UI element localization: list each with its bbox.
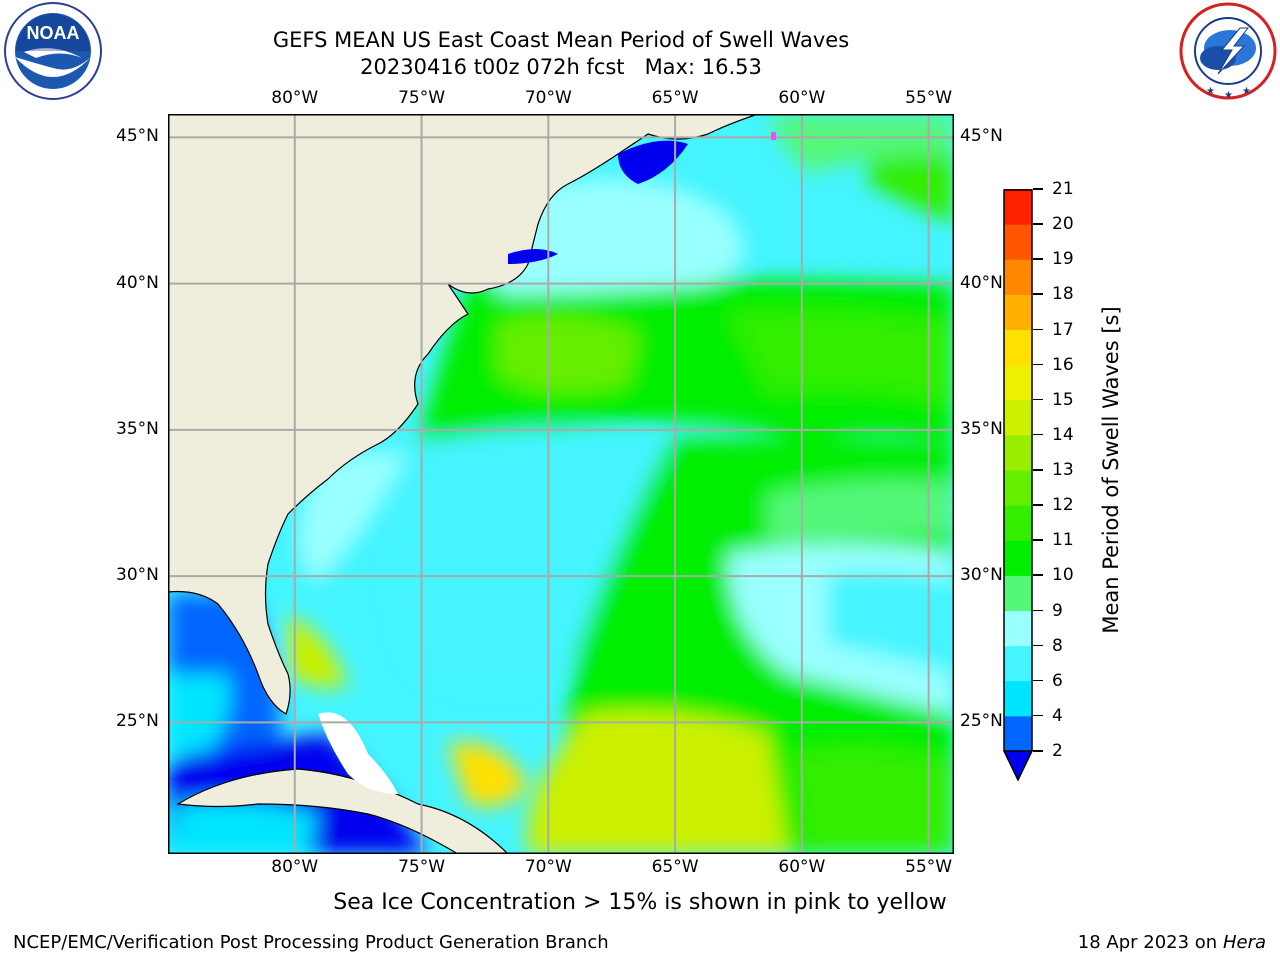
lon-label-bottom: 70°W bbox=[524, 857, 572, 877]
noaa-logo: NOAA bbox=[2, 2, 104, 100]
svg-text:★: ★ bbox=[1224, 90, 1233, 100]
colorbar-tick-label: 19 bbox=[1052, 249, 1074, 270]
colorbar-segment bbox=[1004, 224, 1032, 260]
colorbar-tick-mark bbox=[1033, 293, 1043, 295]
lon-label-bottom: 80°W bbox=[271, 857, 319, 877]
colorbar-tick-label: 21 bbox=[1052, 179, 1074, 199]
lat-label-right: 35°N bbox=[960, 418, 1003, 439]
map-subtitle: 20230416 t00z 072h fcst Max: 16.53 bbox=[360, 55, 762, 79]
colorbar-tick-mark bbox=[1033, 609, 1043, 611]
sea-ice-marker bbox=[771, 132, 776, 140]
lon-label-bottom: 75°W bbox=[398, 857, 446, 877]
colorbar-tick-label: 18 bbox=[1052, 284, 1074, 305]
colorbar-tick-mark bbox=[1033, 188, 1043, 190]
colorbar-tick-mark bbox=[1033, 504, 1043, 506]
colorbar-tick-mark bbox=[1033, 574, 1043, 576]
lat-label-right: 40°N bbox=[960, 272, 1003, 293]
colorbar-label: Mean Period of Swell Waves [s] bbox=[1099, 306, 1123, 634]
sea-ice-note: Sea Ice Concentration > 15% is shown in … bbox=[333, 890, 947, 915]
colorbar-segment bbox=[1004, 575, 1032, 611]
colorbar-tick-mark bbox=[1033, 398, 1043, 401]
map-panel bbox=[167, 113, 955, 855]
colorbar-segment bbox=[1004, 399, 1032, 436]
colorbar-tick-mark bbox=[1033, 223, 1043, 225]
colorbar-segment bbox=[1004, 680, 1032, 717]
map-frame bbox=[167, 113, 955, 855]
lat-label-left: 35°N bbox=[116, 418, 159, 439]
colorbar-tick-label: 2 bbox=[1052, 741, 1063, 761]
colorbar-segment bbox=[1004, 329, 1032, 366]
nws-logo: ★ ★ ★ bbox=[1178, 2, 1278, 101]
colorbar-segment bbox=[1004, 259, 1032, 295]
colorbar-tick-mark bbox=[1033, 750, 1043, 752]
swell-period-map bbox=[167, 113, 955, 855]
colorbar-tick-mark bbox=[1033, 714, 1043, 717]
colorbar-tick-label: 15 bbox=[1052, 389, 1074, 410]
map-title: GEFS MEAN US East Coast Mean Period of S… bbox=[272, 28, 850, 52]
colorbar-segment bbox=[1004, 470, 1032, 506]
lat-label-right: 25°N bbox=[960, 711, 1003, 732]
colorbar-tick-label: 6 bbox=[1052, 670, 1063, 691]
colorbar-segment bbox=[1004, 610, 1032, 647]
lat-lon-grid bbox=[168, 114, 954, 854]
colorbar-segment bbox=[1004, 715, 1032, 752]
colorbar-segment bbox=[1004, 540, 1032, 576]
lon-label-top: 65°W bbox=[651, 88, 699, 108]
colorbar-segment bbox=[1004, 294, 1032, 330]
lon-label-bottom: 65°W bbox=[651, 857, 699, 877]
lon-label-top: 55°W bbox=[905, 88, 953, 108]
cuba-island bbox=[176, 768, 509, 854]
colorbar-tick-mark bbox=[1033, 469, 1043, 471]
lon-label-top: 60°W bbox=[778, 88, 826, 108]
colorbar-tick-label: 8 bbox=[1052, 635, 1063, 656]
svg-text:★: ★ bbox=[1206, 86, 1215, 97]
lon-label-top: 75°W bbox=[398, 88, 446, 108]
lat-label-left: 40°N bbox=[116, 272, 159, 293]
colorbar-tick-label: 13 bbox=[1052, 460, 1074, 480]
colorbar bbox=[1002, 189, 1034, 782]
colorbar-tick-mark bbox=[1033, 644, 1043, 647]
colorbar-segment bbox=[1004, 645, 1032, 682]
colorbar-tick-label: 17 bbox=[1052, 319, 1074, 340]
lon-label-top: 80°W bbox=[271, 88, 319, 108]
colorbar-tick-label: 10 bbox=[1052, 565, 1074, 586]
footer-date: 18 Apr 2023 on Hera bbox=[1077, 932, 1266, 953]
colorbar-under-extend bbox=[1002, 750, 1034, 782]
colorbar-segment bbox=[1004, 189, 1032, 225]
colorbar-tick-label: 12 bbox=[1052, 495, 1074, 516]
colorbar-tick-label: 4 bbox=[1052, 705, 1063, 726]
svg-text:★: ★ bbox=[1242, 86, 1251, 97]
colorbar-segment bbox=[1004, 364, 1032, 401]
colorbar-tick-mark bbox=[1033, 363, 1043, 366]
colorbar-frame bbox=[1003, 189, 1033, 751]
lat-label-left: 30°N bbox=[116, 565, 159, 586]
colorbar-segment bbox=[1004, 505, 1032, 541]
lat-label-left: 45°N bbox=[116, 126, 159, 147]
lon-label-bottom: 55°W bbox=[905, 857, 953, 877]
colorbar-tick-mark bbox=[1033, 328, 1043, 330]
colorbar-tick-mark bbox=[1033, 539, 1043, 541]
lon-label-bottom: 60°W bbox=[778, 857, 826, 877]
footer-branch: NCEP/EMC/Verification Post Processing Pr… bbox=[13, 932, 609, 953]
colorbar-tick-label: 20 bbox=[1052, 214, 1074, 235]
lon-label-top: 70°W bbox=[524, 88, 572, 108]
colorbar-tick-mark bbox=[1033, 258, 1043, 260]
lat-label-left: 25°N bbox=[116, 711, 159, 732]
colorbar-tick-mark bbox=[1033, 433, 1043, 436]
colorbar-tick-mark bbox=[1033, 679, 1043, 682]
footer-host: Hera bbox=[1222, 932, 1266, 953]
lat-label-right: 45°N bbox=[960, 126, 1003, 147]
svg-text:NOAA: NOAA bbox=[27, 23, 80, 43]
colorbar-tick-label: 11 bbox=[1052, 530, 1074, 551]
colorbar-tick-label: 9 bbox=[1052, 600, 1063, 621]
colorbar-tick-label: 14 bbox=[1052, 424, 1074, 445]
lat-label-right: 30°N bbox=[960, 565, 1003, 586]
land-mass bbox=[168, 114, 759, 715]
colorbar-segment bbox=[1004, 434, 1032, 471]
colorbar-tick-label: 16 bbox=[1052, 354, 1074, 375]
